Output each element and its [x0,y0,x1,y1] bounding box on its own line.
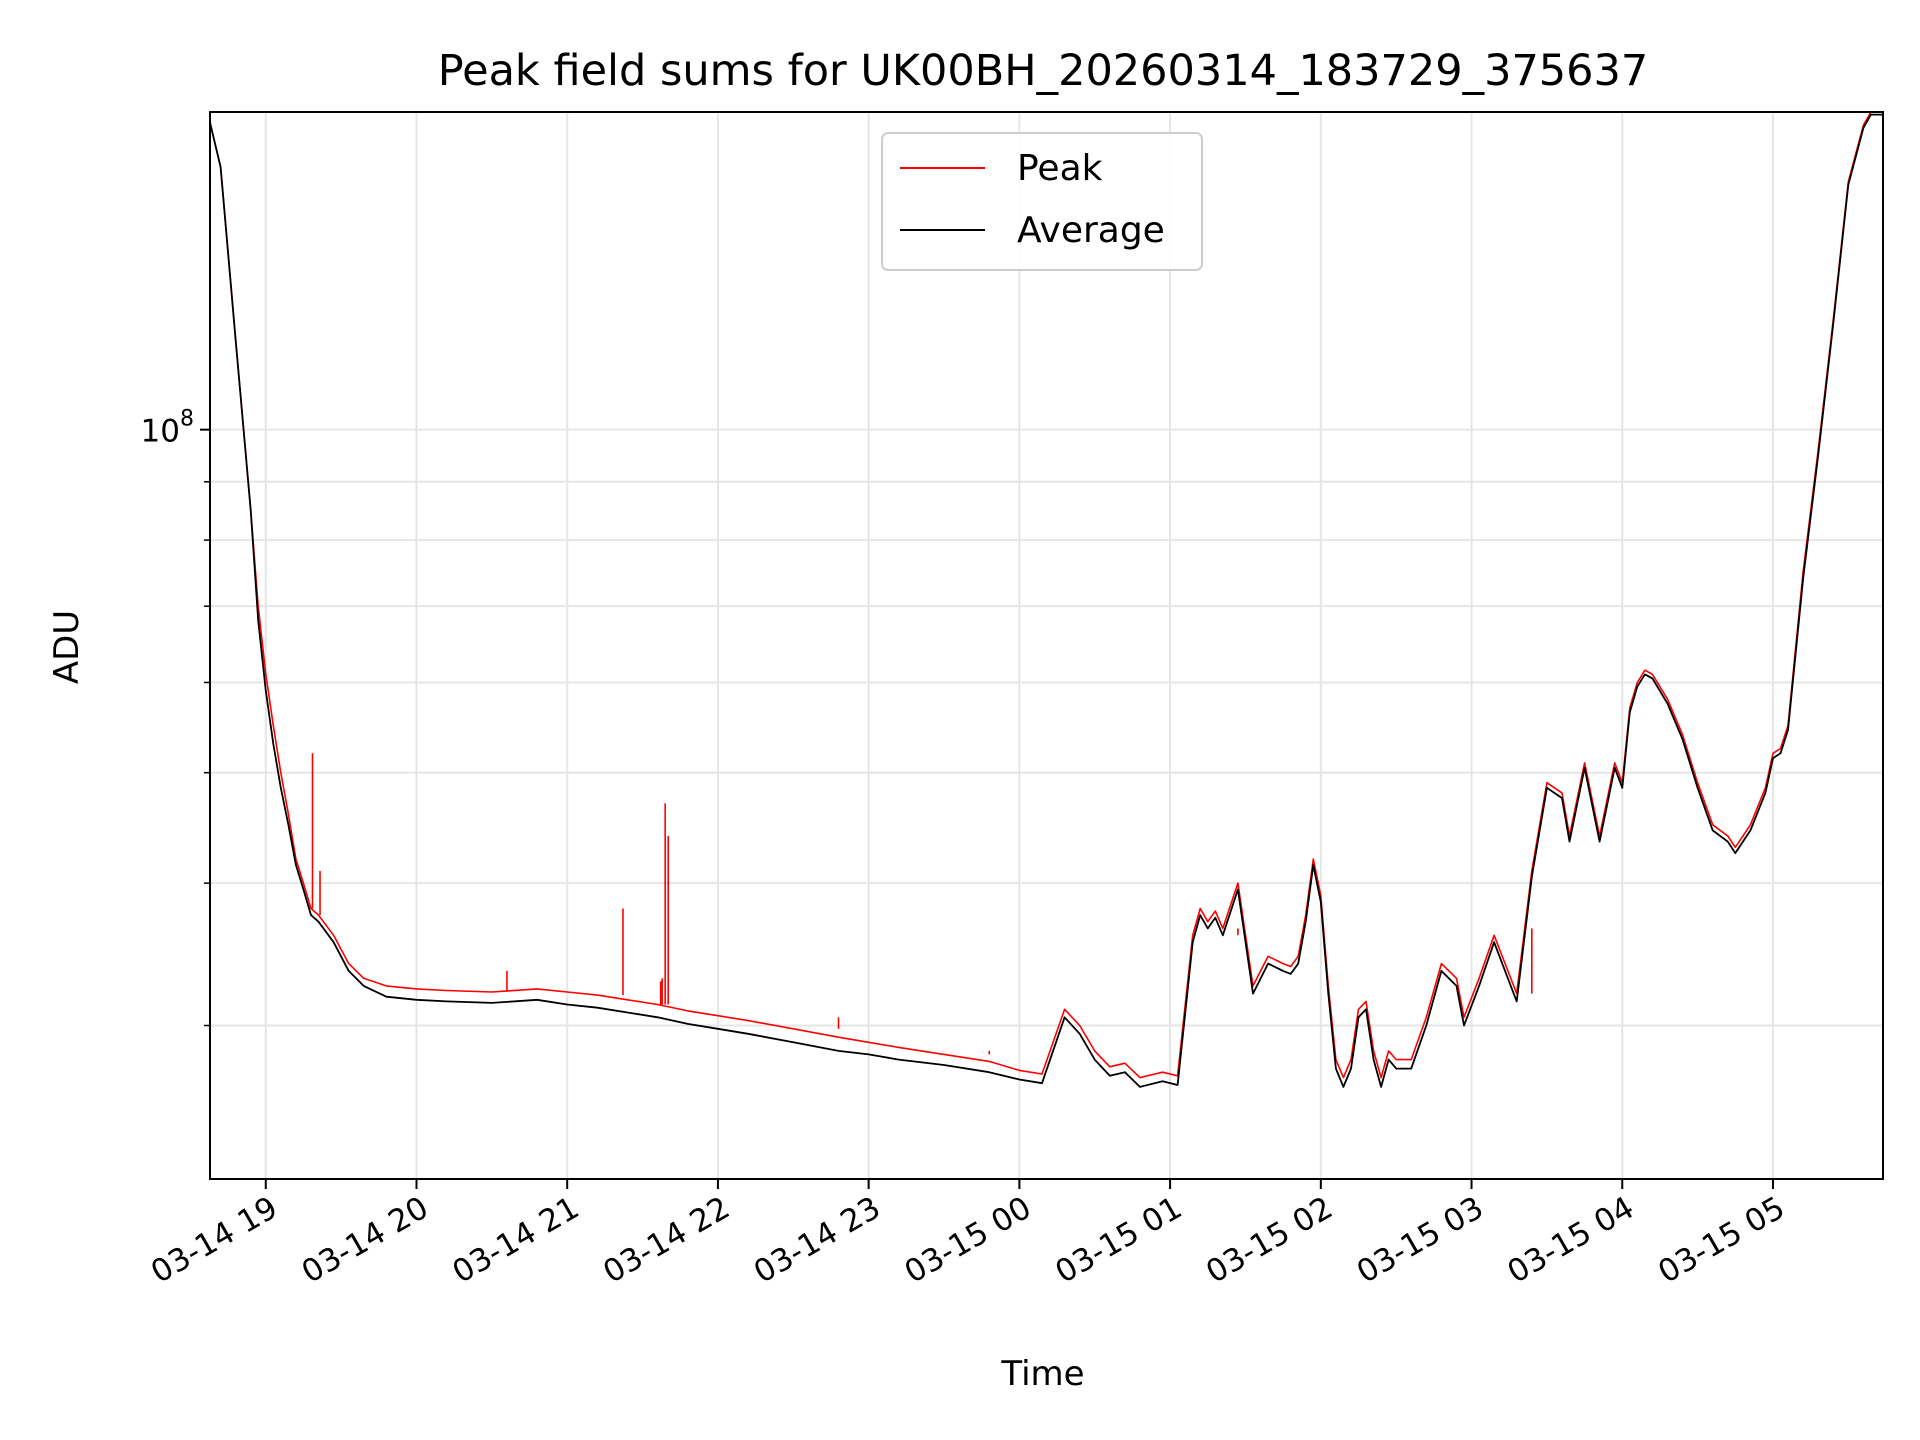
legend-average-label: Average [1017,210,1165,251]
chart-title: Peak field sums for UK00BH_20260314_1837… [438,46,1649,96]
legend: Peak Average [881,132,1203,271]
average-series-line [210,113,1883,1088]
peak-series-line [210,112,1883,1079]
x-axis-label: Time [1000,1354,1084,1394]
legend-peak-label: Peak [1017,148,1103,189]
grid [210,112,1883,1179]
series-layer [210,112,1883,1088]
plot-frame [209,111,1884,1180]
y-axis-label: ADU [47,610,87,684]
